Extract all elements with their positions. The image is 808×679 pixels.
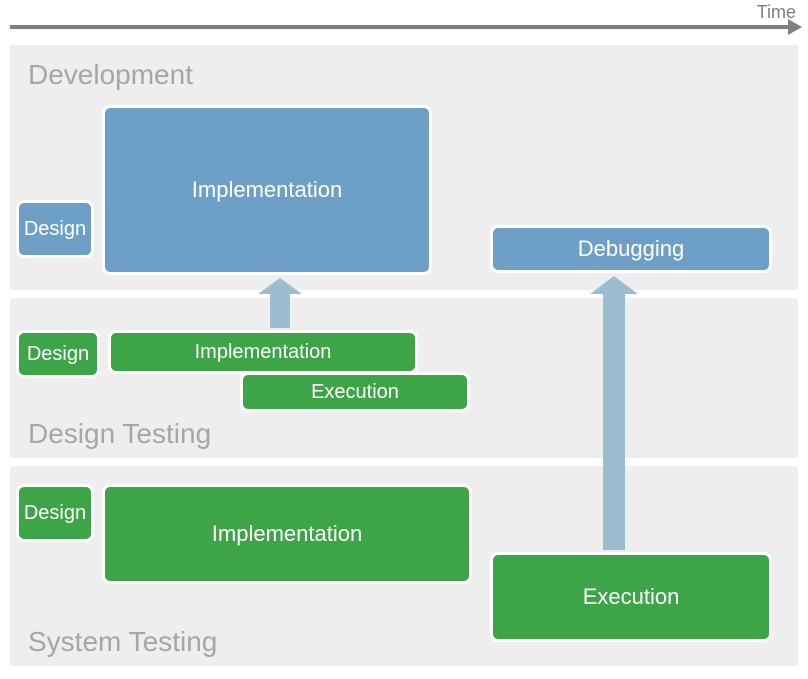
arrow-stem	[603, 294, 625, 550]
time-axis-arrowhead-icon	[788, 19, 802, 35]
box-label: Implementation	[212, 521, 362, 547]
box-label: Execution	[583, 584, 680, 610]
box-label: Implementation	[195, 341, 332, 364]
box-dt-execution: Execution	[240, 372, 470, 412]
box-label: Execution	[311, 381, 399, 404]
section-label-design-testing: Design Testing	[28, 418, 211, 450]
box-dt-implementation: Implementation	[108, 330, 418, 374]
box-dev-debugging: Debugging	[490, 225, 772, 273]
time-axis	[10, 25, 800, 29]
box-dev-implementation: Implementation	[102, 105, 432, 275]
section-label-system-testing: System Testing	[28, 626, 217, 658]
section-label-development: Development	[28, 59, 193, 91]
box-st-design: Design	[16, 484, 94, 542]
box-dev-design: Design	[16, 200, 94, 258]
diagram-canvas: Time Development Design Testing System T…	[0, 0, 808, 679]
arrow-head-icon	[590, 276, 638, 294]
box-label: Design	[27, 343, 89, 366]
box-dt-design: Design	[16, 330, 100, 378]
box-label: Design	[24, 218, 86, 241]
box-st-execution: Execution	[490, 552, 772, 642]
box-label: Debugging	[578, 236, 684, 262]
arrow-head-icon	[258, 278, 302, 294]
box-label: Implementation	[192, 177, 342, 203]
box-st-implementation: Implementation	[102, 484, 472, 584]
arrow-stem	[270, 294, 290, 328]
box-label: Design	[24, 502, 86, 525]
time-axis-line	[10, 25, 790, 29]
